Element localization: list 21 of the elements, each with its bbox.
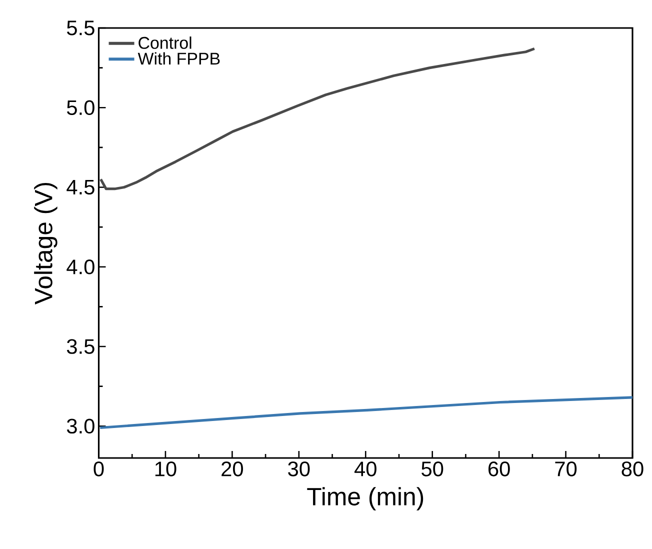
y-axis-title: Voltage (V) bbox=[34, 182, 58, 304]
x-tick-label: 40 bbox=[354, 462, 376, 476]
x-tick-label: 70 bbox=[555, 462, 577, 476]
x-tick-label: 80 bbox=[622, 462, 644, 476]
x-tick-label: 0 bbox=[94, 462, 104, 476]
y-tick-label: 4.0 bbox=[66, 259, 94, 274]
x-tick-label: 30 bbox=[288, 462, 310, 476]
legend-label: Control bbox=[138, 36, 192, 49]
line-series bbox=[98, 396, 632, 430]
y-tick-label: 5.5 bbox=[66, 20, 94, 36]
x-tick-label: 20 bbox=[222, 462, 243, 476]
legend-label: With FPPB bbox=[138, 52, 220, 65]
x-tick-label: 60 bbox=[488, 462, 510, 476]
y-tick-label: 3.5 bbox=[66, 339, 94, 354]
x-tick-label: 50 bbox=[422, 462, 444, 476]
y-tick-label: 4.5 bbox=[66, 180, 94, 195]
x-axis-title: Time (min) bbox=[307, 487, 424, 510]
y-tick-label: 5.0 bbox=[66, 100, 94, 116]
x-tick-label: 10 bbox=[155, 462, 176, 476]
line-series bbox=[99, 47, 536, 190]
y-tick-label: 3.0 bbox=[66, 418, 94, 434]
